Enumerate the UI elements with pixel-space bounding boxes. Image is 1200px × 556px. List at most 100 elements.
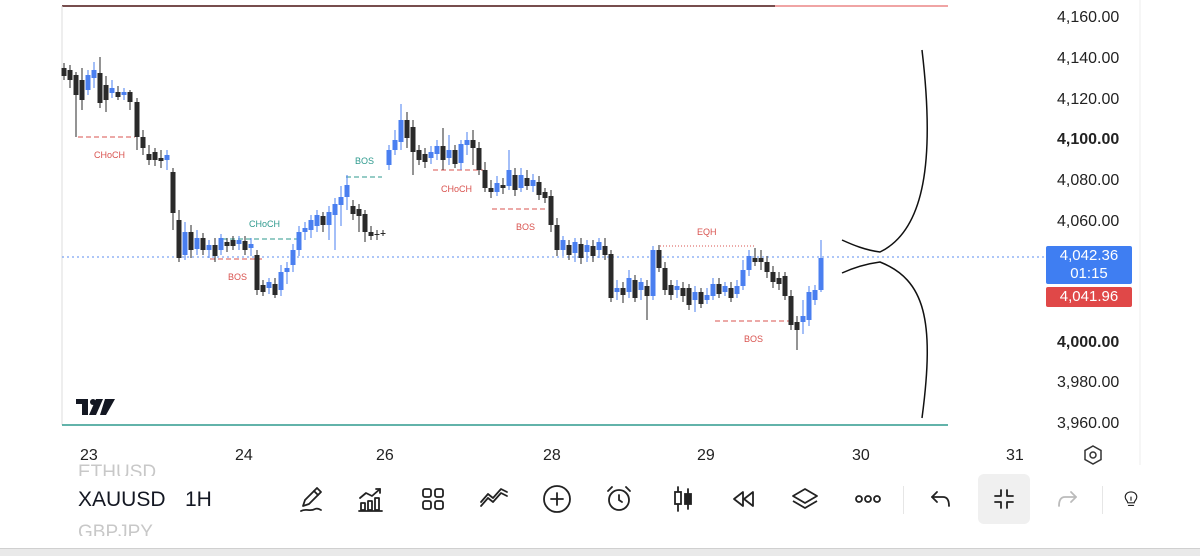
- candle-body: [164, 155, 170, 160]
- bulb-icon: [1124, 491, 1138, 507]
- candle-body: [512, 175, 518, 190]
- chart-canvas[interactable]: 4,160.00 4,140.00 4,120.00 4,100.00 4,08…: [0, 0, 1200, 465]
- candle-body: [176, 220, 182, 258]
- candle-body: [638, 282, 644, 290]
- candle-body: [284, 268, 290, 272]
- choch-label: CHoCH: [94, 150, 125, 160]
- interval-selector[interactable]: 1H: [185, 488, 212, 512]
- price-label: 4,160.00: [1057, 9, 1119, 26]
- annotation-lines: [78, 136, 790, 322]
- drawing-tools-button[interactable]: [294, 482, 328, 516]
- candle-body: [380, 233, 386, 234]
- time-label: 26: [376, 447, 394, 464]
- candle-body: [632, 280, 638, 298]
- candle-body: [566, 245, 572, 255]
- layers-icon: [792, 488, 818, 509]
- price-label: 4,120.00: [1057, 91, 1119, 108]
- bid-price-tag: 4,041.96: [1046, 287, 1132, 307]
- candle-body: [428, 152, 434, 158]
- chart-type-button[interactable]: [666, 482, 700, 516]
- time-label: 24: [235, 447, 253, 464]
- price-label: 4,000.00: [1057, 334, 1119, 351]
- eqh-label: EQH: [697, 227, 717, 237]
- object-tree-button[interactable]: [788, 482, 822, 516]
- candle-body: [452, 150, 458, 164]
- candle-body: [61, 68, 67, 76]
- candle-body: [85, 75, 91, 90]
- projection-curves: [841, 49, 928, 419]
- candle-body: [650, 250, 656, 296]
- add-button[interactable]: [540, 482, 574, 516]
- candle-body: [308, 220, 314, 230]
- candle-body: [338, 197, 344, 205]
- interval-value: 1H: [185, 488, 212, 511]
- candle-body: [188, 232, 194, 250]
- replay-button[interactable]: [726, 482, 760, 516]
- undo-button[interactable]: [924, 482, 958, 516]
- layouts-button[interactable]: [416, 482, 450, 516]
- more-button[interactable]: [850, 482, 886, 516]
- time-axis[interactable]: 23 24 26 28 29 30 31: [80, 447, 1024, 464]
- candle-body: [470, 140, 476, 148]
- candle-body: [668, 285, 674, 295]
- time-label: 30: [852, 447, 870, 464]
- candle-body: [386, 150, 392, 165]
- undo-icon: [931, 491, 950, 507]
- candle-body: [494, 183, 500, 192]
- toolbar-divider: [1102, 486, 1103, 514]
- candle-body: [488, 188, 494, 192]
- candle-body: [770, 272, 776, 282]
- current-price-tag: 4,042.36 01:15: [1046, 246, 1132, 284]
- candle-body: [506, 170, 512, 186]
- symbol-selector[interactable]: XAUUSD: [78, 488, 166, 512]
- candle-body: [542, 192, 548, 198]
- candle-body: [140, 137, 146, 148]
- indicators-button[interactable]: [354, 482, 388, 516]
- candle-body: [698, 292, 704, 304]
- candle-body: [458, 144, 464, 163]
- candle-body: [170, 172, 176, 213]
- redo-icon: [1058, 491, 1077, 507]
- candle-body: [686, 288, 692, 305]
- candle-body: [536, 182, 542, 195]
- candle-body: [596, 242, 602, 250]
- candle-body: [103, 85, 109, 100]
- redo-button[interactable]: [1050, 482, 1084, 516]
- settings-hex-icon[interactable]: [1084, 445, 1102, 465]
- candle-body: [314, 215, 320, 226]
- price-label: 3,980.00: [1057, 374, 1119, 391]
- candle-body: [278, 272, 284, 290]
- faded-symbol-bottom: GBPJPY: [78, 522, 153, 536]
- bos-label: BOS: [228, 272, 247, 282]
- choch-label: CHoCH: [441, 184, 472, 194]
- candle-body: [710, 284, 716, 296]
- candle-body: [326, 212, 332, 225]
- time-label: 23: [80, 447, 98, 464]
- candle-body: [656, 250, 662, 268]
- candlestick-series[interactable]: [61, 57, 824, 350]
- candle-body: [692, 292, 698, 300]
- candle-body: [746, 256, 752, 270]
- candle-body: [332, 204, 338, 215]
- candle-body: [662, 268, 668, 290]
- candle-body: [482, 170, 488, 188]
- candle-body: [776, 278, 782, 284]
- candle-body: [788, 296, 794, 325]
- candle-body: [121, 92, 127, 95]
- fullscreen-toggle-button[interactable]: [978, 474, 1030, 524]
- price-axis[interactable]: 4,160.00 4,140.00 4,120.00 4,100.00 4,08…: [1057, 9, 1119, 432]
- annotation-labels: CHoCH BOS CHoCH BOS CHoCH BOS EQH BOS: [94, 150, 763, 344]
- candle-body: [115, 92, 121, 97]
- compare-button[interactable]: [476, 482, 512, 516]
- alarm-icon: [607, 486, 631, 511]
- candle-body: [434, 146, 440, 154]
- toolbar-divider: [903, 486, 904, 514]
- price-label: 4,080.00: [1057, 172, 1119, 189]
- price-label: 3,960.00: [1057, 415, 1119, 432]
- ideas-button[interactable]: [1122, 482, 1140, 516]
- alert-button[interactable]: [602, 482, 636, 516]
- candle-body: [67, 70, 73, 80]
- candle-body: [91, 70, 97, 78]
- indicators-icon: [358, 488, 383, 512]
